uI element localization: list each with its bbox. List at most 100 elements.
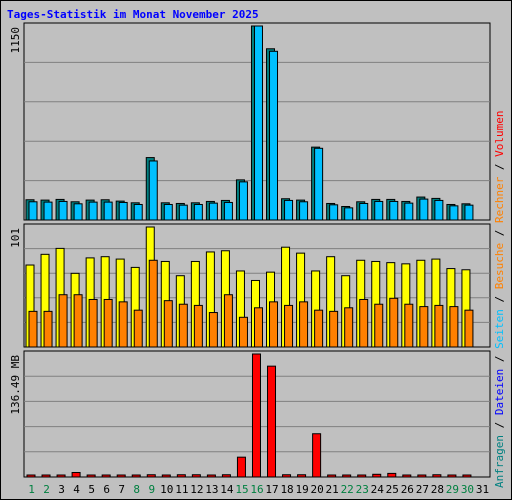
- bar-pages-day-5: [88, 298, 98, 348]
- x-tick-day-29: 29: [446, 483, 459, 496]
- x-tick-day-5: 5: [88, 483, 95, 496]
- legend-item-4: Seiten: [493, 309, 506, 349]
- bar-kbytes-day-28: [432, 474, 442, 478]
- bar-kbytes-day-16: [251, 353, 261, 478]
- bar-pages-day-26: [404, 303, 414, 348]
- bar-kbytes-day-6: [101, 474, 111, 478]
- x-tick-day-23: 23: [356, 483, 369, 496]
- bar-files-day-20: [314, 147, 324, 221]
- bar-pages-day-4: [73, 294, 83, 348]
- bar-kbytes-day-13: [206, 474, 216, 478]
- bar-files-day-21: [329, 204, 339, 221]
- x-tick-day-28: 28: [431, 483, 444, 496]
- x-tick-day-18: 18: [280, 483, 293, 496]
- x-tick-day-31: 31: [476, 483, 489, 496]
- bar-pages-day-23: [359, 298, 369, 348]
- bar-pages-day-29: [449, 306, 459, 348]
- bar-kbytes-day-4: [71, 471, 81, 478]
- bar-pages-day-18: [284, 304, 294, 348]
- bar-kbytes-day-30: [462, 474, 472, 478]
- bar-kbytes-day-5: [86, 474, 96, 478]
- bar-kbytes-day-12: [191, 474, 201, 478]
- bar-files-day-15: [238, 181, 248, 221]
- legend-item-5: /: [493, 289, 506, 309]
- legend-item-0: Anfragen: [493, 435, 506, 488]
- bar-pages-day-27: [419, 306, 429, 348]
- bar-pages-day-3: [58, 294, 68, 348]
- bar-kbytes-day-20: [312, 433, 322, 478]
- x-tick-day-27: 27: [416, 483, 429, 496]
- bar-pages-day-12: [193, 304, 203, 348]
- bar-kbytes-day-24: [372, 473, 382, 478]
- bar-pages-day-24: [374, 303, 384, 348]
- x-tick-day-14: 14: [220, 483, 234, 496]
- bar-pages-day-8: [133, 309, 143, 348]
- legend-item-9: /: [493, 157, 506, 177]
- bar-pages-day-14: [223, 294, 233, 348]
- bar-files-day-5: [88, 201, 98, 221]
- bar-kbytes-day-23: [357, 474, 367, 478]
- bar-pages-day-6: [103, 298, 113, 348]
- bar-kbytes-day-21: [327, 474, 337, 478]
- bar-files-day-19: [299, 201, 309, 221]
- x-tick-day-7: 7: [118, 483, 125, 496]
- bar-pages-day-9: [148, 259, 158, 348]
- bar-kbytes-day-1: [26, 474, 36, 478]
- legend: Anfragen / Dateien / Seiten / Besuche / …: [493, 110, 506, 488]
- bar-kbytes-day-3: [56, 474, 66, 478]
- bar-kbytes-day-26: [402, 474, 412, 478]
- bar-pages-day-2: [43, 310, 53, 348]
- bar-files-day-1: [28, 201, 38, 221]
- legend-item-1: /: [493, 415, 506, 435]
- legend-item-10: Volumen: [493, 110, 506, 156]
- bar-kbytes-day-22: [342, 474, 352, 478]
- bar-pages-day-13: [208, 312, 218, 348]
- bar-files-day-23: [359, 202, 369, 221]
- bar-kbytes-day-29: [447, 474, 457, 478]
- x-tick-day-15: 15: [235, 483, 248, 496]
- bar-files-day-11: [178, 204, 188, 221]
- x-tick-day-17: 17: [265, 483, 278, 496]
- bar-kbytes-day-18: [282, 474, 292, 478]
- bar-pages-day-17: [269, 301, 279, 348]
- bar-files-day-4: [73, 203, 83, 221]
- legend-item-6: Besuche: [493, 243, 506, 289]
- bar-kbytes-day-7: [116, 474, 126, 478]
- bar-pages-day-25: [389, 297, 399, 348]
- legend-item-2: Dateien: [493, 369, 506, 415]
- x-tick-day-20: 20: [311, 483, 324, 496]
- bar-pages-day-21: [329, 310, 339, 348]
- panel-3-ymax-label: 136.49 MB: [9, 355, 22, 415]
- legend-item-7: /: [493, 223, 506, 243]
- bar-files-day-16: [253, 25, 263, 221]
- bar-files-day-13: [208, 202, 218, 221]
- bar-files-day-27: [419, 198, 429, 221]
- bar-kbytes-day-15: [236, 456, 246, 478]
- x-tick-day-22: 22: [341, 483, 354, 496]
- bar-files-day-26: [404, 202, 414, 221]
- x-tick-day-2: 2: [43, 483, 50, 496]
- bar-files-day-3: [58, 200, 68, 221]
- bar-pages-day-28: [434, 304, 444, 348]
- bar-kbytes-day-25: [387, 472, 397, 478]
- x-tick-day-16: 16: [250, 483, 263, 496]
- bar-kbytes-day-2: [41, 474, 51, 478]
- x-tick-day-10: 10: [160, 483, 173, 496]
- bar-files-day-18: [284, 199, 294, 221]
- x-tick-day-21: 21: [326, 483, 339, 496]
- bar-files-day-28: [434, 199, 444, 221]
- bar-kbytes-day-11: [176, 474, 186, 478]
- bar-kbytes-day-14: [221, 474, 231, 478]
- x-tick-day-30: 30: [461, 483, 474, 496]
- bar-pages-day-22: [344, 307, 354, 348]
- bar-pages-day-20: [314, 309, 324, 348]
- x-tick-day-19: 19: [295, 483, 308, 496]
- bar-pages-day-11: [178, 303, 188, 348]
- legend-item-3: /: [493, 349, 506, 369]
- x-tick-day-25: 25: [386, 483, 399, 496]
- bar-pages-day-10: [163, 300, 173, 348]
- bar-files-day-29: [449, 205, 459, 221]
- bar-pages-day-19: [299, 301, 309, 348]
- bar-pages-day-30: [464, 309, 474, 348]
